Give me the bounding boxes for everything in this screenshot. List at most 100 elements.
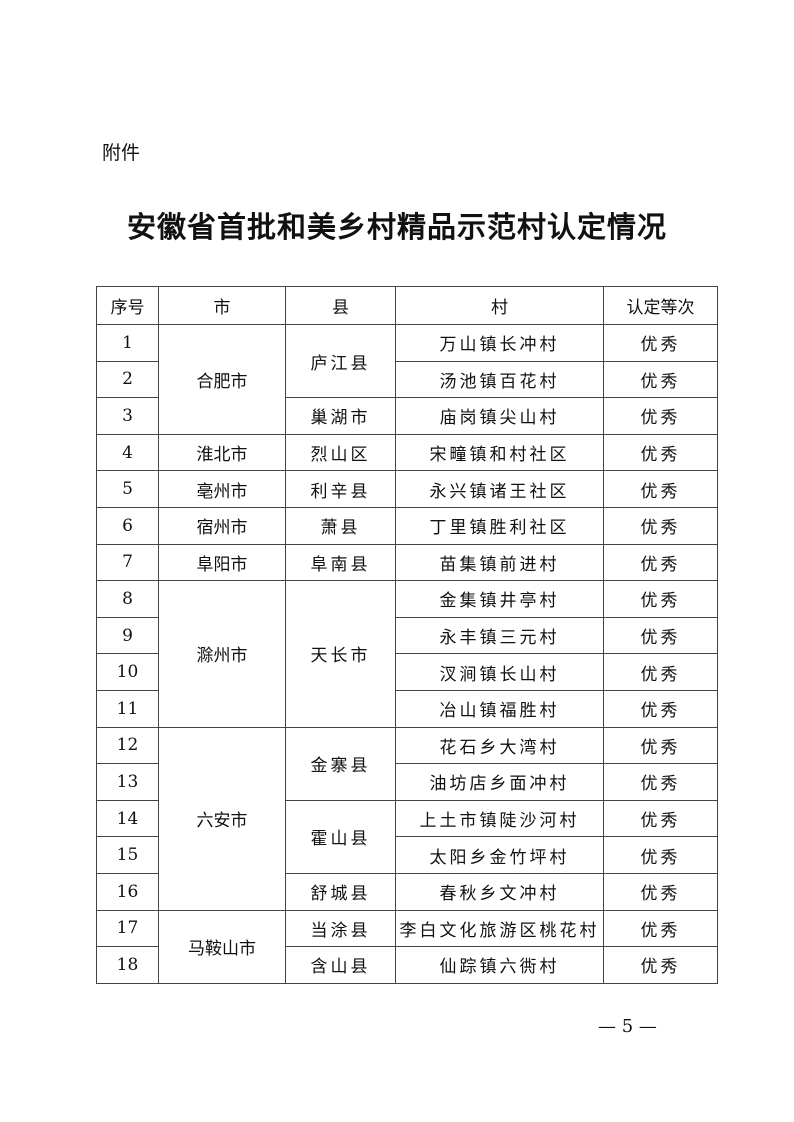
table-row: 10 汊涧镇长山村 优秀 (96, 653, 718, 691)
county-cell: 萧县 (285, 506, 396, 545)
table-row: 3 巢湖市 庙岗镇尖山村 优秀 (96, 397, 718, 435)
grade-cell: 优秀 (603, 653, 718, 691)
village-cell: 仙踪镇六衖村 (395, 946, 604, 984)
county-cell: 利辛县 (285, 470, 396, 508)
header-village: 村 (395, 286, 604, 325)
grade-cell: 优秀 (603, 872, 718, 911)
grade-cell: 优秀 (603, 946, 718, 984)
village-cell: 太阳乡金竹坪村 (395, 836, 604, 874)
row-number: 17 (96, 909, 159, 948)
row-number: 8 (96, 580, 159, 618)
village-cell: 丁里镇胜利社区 (395, 506, 604, 545)
row-number: 14 (96, 799, 159, 838)
city-cell: 亳州市 (158, 470, 286, 508)
village-cell: 油坊店乡面冲村 (395, 763, 604, 801)
county-cell: 阜南县 (285, 543, 396, 582)
row-number: 2 (96, 360, 159, 399)
county-cell: 烈山区 (285, 433, 396, 472)
village-cell: 庙岗镇尖山村 (395, 397, 604, 435)
village-cell: 李白文化旅游区桃花村 (395, 909, 604, 948)
table-row: 13 油坊店乡面冲村 优秀 (96, 763, 718, 801)
header-city: 市 (158, 286, 286, 325)
row-number: 15 (96, 836, 159, 874)
county-cell: 天长市 (285, 580, 396, 728)
row-number: 5 (96, 470, 159, 508)
village-cell: 金集镇井亭村 (395, 580, 604, 618)
table-row: 12 六安市 金寨县 花石乡大湾村 优秀 (96, 726, 718, 911)
table-row: 11 冶山镇福胜村 优秀 (96, 689, 718, 728)
grade-cell: 优秀 (603, 324, 718, 362)
grade-cell: 优秀 (603, 360, 718, 399)
village-cell: 宋疃镇和村社区 (395, 433, 604, 472)
table-row: 7 阜阳市 阜南县 苗集镇前进村 优秀 (96, 543, 718, 582)
county-cell: 巢湖市 (285, 397, 396, 435)
row-number: 16 (96, 872, 159, 911)
table-row: 9 永丰镇三元村 优秀 (96, 616, 718, 655)
row-number: 10 (96, 653, 159, 691)
grade-cell: 优秀 (603, 616, 718, 655)
village-cell: 苗集镇前进村 (395, 543, 604, 582)
village-cell: 冶山镇福胜村 (395, 689, 604, 728)
row-number: 1 (96, 324, 159, 362)
city-cell: 淮北市 (158, 433, 286, 472)
row-number: 13 (96, 763, 159, 801)
grade-cell: 优秀 (603, 433, 718, 472)
county-cell: 当涂县 (285, 909, 396, 948)
table-row: 15 太阳乡金竹坪村 优秀 (96, 836, 718, 874)
table-row: 14 霍山县 上土市镇陡沙河村 优秀 (96, 799, 718, 874)
header-county: 县 (285, 286, 396, 325)
row-number: 6 (96, 506, 159, 545)
table-row: 2 汤池镇百花村 优秀 (96, 360, 718, 399)
grade-cell: 优秀 (603, 909, 718, 948)
grade-cell: 优秀 (603, 763, 718, 801)
city-cell: 宿州市 (158, 506, 286, 545)
grade-cell: 优秀 (603, 836, 718, 874)
row-number: 3 (96, 397, 159, 435)
city-cell: 六安市 (158, 726, 286, 911)
village-cell: 永兴镇诸王社区 (395, 470, 604, 508)
page-number: — 5 — (598, 1016, 657, 1037)
county-cell: 霍山县 (285, 799, 396, 874)
row-number: 12 (96, 726, 159, 765)
table-row: 8 滁州市 天长市 金集镇井亭村 优秀 (96, 580, 718, 728)
row-number: 4 (96, 433, 159, 472)
village-cell: 汤池镇百花村 (395, 360, 604, 399)
village-cell: 永丰镇三元村 (395, 616, 604, 655)
table-row: 17 马鞍山市 当涂县 李白文化旅游区桃花村 优秀 (96, 909, 718, 984)
village-cell: 上土市镇陡沙河村 (395, 799, 604, 838)
document-title: 安徽省首批和美乡村精品示范村认定情况 (126, 210, 667, 244)
village-cell: 花石乡大湾村 (395, 726, 604, 765)
table-row: 6 宿州市 萧县 丁里镇胜利社区 优秀 (96, 506, 718, 545)
village-cell: 万山镇长冲村 (395, 324, 604, 362)
table-row: 4 淮北市 烈山区 宋疃镇和村社区 优秀 (96, 433, 718, 472)
city-cell: 马鞍山市 (158, 909, 286, 984)
table-row: 5 亳州市 利辛县 永兴镇诸王社区 优秀 (96, 470, 718, 508)
attachment-label: 附件 (102, 142, 141, 164)
county-cell: 含山县 (285, 946, 396, 984)
row-number: 11 (96, 689, 159, 728)
header-number: 序号 (96, 286, 159, 325)
grade-cell: 优秀 (603, 726, 718, 765)
county-cell: 舒城县 (285, 872, 396, 911)
grade-cell: 优秀 (603, 506, 718, 545)
grade-cell: 优秀 (603, 689, 718, 728)
city-cell: 滁州市 (158, 580, 286, 728)
grade-cell: 优秀 (603, 799, 718, 838)
table-row: 18 含山县 仙踪镇六衖村 优秀 (96, 946, 718, 984)
grade-cell: 优秀 (603, 470, 718, 508)
grade-cell: 优秀 (603, 580, 718, 618)
header-grade: 认定等次 (603, 286, 718, 325)
row-number: 18 (96, 946, 159, 984)
village-cell: 春秋乡文冲村 (395, 872, 604, 911)
table-row: 16 舒城县 春秋乡文冲村 优秀 (96, 872, 718, 911)
table-row: 1 合肥市 庐江县 万山镇长冲村 优秀 (96, 323, 718, 435)
grade-cell: 优秀 (603, 397, 718, 435)
county-cell: 庐江县 (285, 323, 396, 399)
grade-cell: 优秀 (603, 543, 718, 582)
row-number: 7 (96, 543, 159, 582)
city-cell: 合肥市 (158, 324, 286, 435)
village-cell: 汊涧镇长山村 (395, 653, 604, 691)
row-number: 9 (96, 616, 159, 655)
county-cell: 金寨县 (285, 726, 396, 801)
city-cell: 阜阳市 (158, 543, 286, 582)
